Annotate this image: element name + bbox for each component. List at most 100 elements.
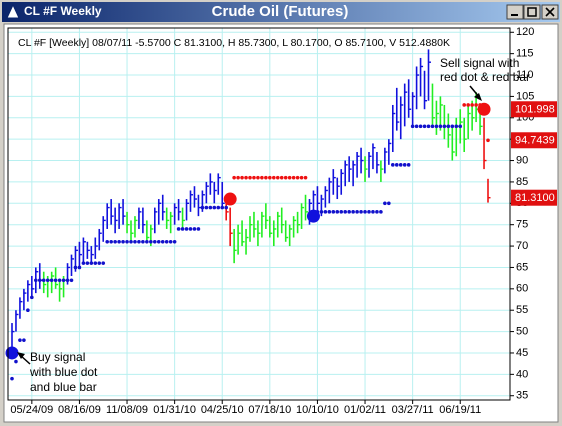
stop-dot <box>367 210 371 214</box>
x-tick-label: 01/31/10 <box>153 404 196 416</box>
stop-dot <box>410 124 415 129</box>
stop-dot <box>414 124 419 129</box>
stop-dot <box>331 210 336 214</box>
stop-dot <box>192 227 197 231</box>
stop-dot <box>287 175 292 180</box>
stop-dot <box>109 239 113 244</box>
stop-dot <box>244 175 248 180</box>
stop-dot <box>323 210 328 214</box>
stop-dot <box>359 210 363 214</box>
stop-dot <box>387 201 391 206</box>
stop-dot <box>10 376 14 381</box>
y-tick-label: 115 <box>516 48 534 60</box>
stop-dot <box>61 278 66 283</box>
price-label-box <box>511 101 557 118</box>
plot <box>5 28 510 400</box>
x-tick-label: 07/18/10 <box>248 404 291 416</box>
stop-dot <box>41 278 46 283</box>
stop-dot <box>240 175 244 180</box>
stop-dot <box>156 239 161 244</box>
stop-dot <box>474 103 478 107</box>
price-label: 94.7439 <box>515 135 555 147</box>
app-icon <box>6 3 20 19</box>
maximize-button[interactable] <box>523 4 541 20</box>
stop-dot <box>149 239 153 244</box>
stop-dot <box>283 175 288 180</box>
stop-dot <box>89 261 94 265</box>
stop-dot <box>208 205 213 210</box>
y-tick-label: 70 <box>516 240 528 252</box>
stop-dot <box>391 163 395 167</box>
stop-dot <box>434 124 439 129</box>
chart-header: CL #F [Weekly] 08/07/11 -5.5700 C 81.310… <box>18 37 450 49</box>
stop-dot <box>113 239 117 244</box>
stop-dot <box>125 239 129 244</box>
stop-dot <box>351 210 355 214</box>
stop-dot <box>327 210 332 214</box>
stop-dot <box>14 359 18 364</box>
stop-dot <box>363 210 367 214</box>
stop-dot <box>279 175 284 180</box>
arrow-head <box>474 93 482 101</box>
stop-dot <box>81 261 86 265</box>
stop-dot <box>153 239 157 244</box>
annotation-text: and blue bar <box>30 380 97 394</box>
stop-dot <box>65 278 70 283</box>
stop-dot <box>117 239 121 244</box>
stop-dot <box>53 278 58 283</box>
stop-dot <box>176 227 181 231</box>
stop-dot <box>77 265 82 270</box>
stop-dot <box>22 338 26 342</box>
window-title: CL #F Weekly <box>24 4 102 18</box>
stop-dot <box>275 175 280 180</box>
stop-dot <box>101 261 106 265</box>
stop-dot <box>343 210 348 214</box>
stop-dot <box>232 175 236 180</box>
stop-dot <box>422 124 427 129</box>
stop-dot <box>383 201 387 206</box>
stop-dot <box>418 124 423 129</box>
stop-dot <box>339 210 344 214</box>
stop-dot <box>430 124 435 129</box>
stop-dot <box>268 175 272 180</box>
y-tick-label: 75 <box>516 219 528 231</box>
stop-dot <box>299 175 304 180</box>
stop-dot <box>438 124 443 129</box>
stop-dot <box>129 239 133 244</box>
stop-dot <box>295 175 300 180</box>
y-tick-label: 90 <box>516 154 528 166</box>
x-tick-label: 08/16/09 <box>58 404 101 416</box>
price-label: 101.998 <box>515 104 555 116</box>
stop-dot <box>406 163 411 167</box>
stop-dot <box>145 239 149 244</box>
annotation-text: Sell signal with <box>440 56 519 70</box>
stop-dot <box>26 308 30 313</box>
stop-dot <box>97 261 102 265</box>
stop-dot <box>141 239 145 244</box>
stop-dot <box>446 124 451 129</box>
stop-dot <box>264 175 268 180</box>
x-tick-label: 11/08/09 <box>106 404 148 416</box>
stop-dot <box>303 175 308 180</box>
stop-dot <box>57 278 62 283</box>
stop-dot <box>212 205 217 210</box>
annotation-text: red dot & red bar <box>440 70 530 84</box>
stop-dot <box>394 163 399 167</box>
minimize-button[interactable] <box>506 4 524 20</box>
stop-dot <box>37 278 42 283</box>
chart-title: Crude Oil (Futures) <box>212 3 349 20</box>
price-label: 81.3100 <box>515 192 555 204</box>
stop-dot <box>442 124 447 129</box>
maximize-icon <box>527 7 537 17</box>
stop-dot <box>188 227 193 231</box>
stop-dot <box>196 227 201 231</box>
stop-dot <box>180 227 185 231</box>
annotation-text: Buy signal <box>30 350 85 364</box>
stop-dot <box>291 175 296 180</box>
stop-dot <box>462 103 467 107</box>
stop-dot <box>458 124 463 129</box>
stop-dot <box>260 175 264 180</box>
stop-dot <box>49 278 54 283</box>
